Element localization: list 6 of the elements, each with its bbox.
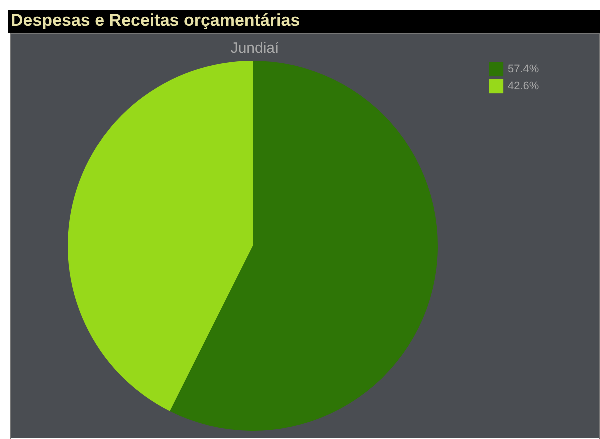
chart-title: Despesas e Receitas orçamentárias xyxy=(8,10,600,33)
chart-subtitle: Jundiaí xyxy=(230,40,280,57)
pie-slice xyxy=(68,61,253,412)
legend-label: 42.6% xyxy=(508,80,540,92)
pie-slice xyxy=(170,61,438,431)
legend-label: 57.4% xyxy=(508,64,540,76)
